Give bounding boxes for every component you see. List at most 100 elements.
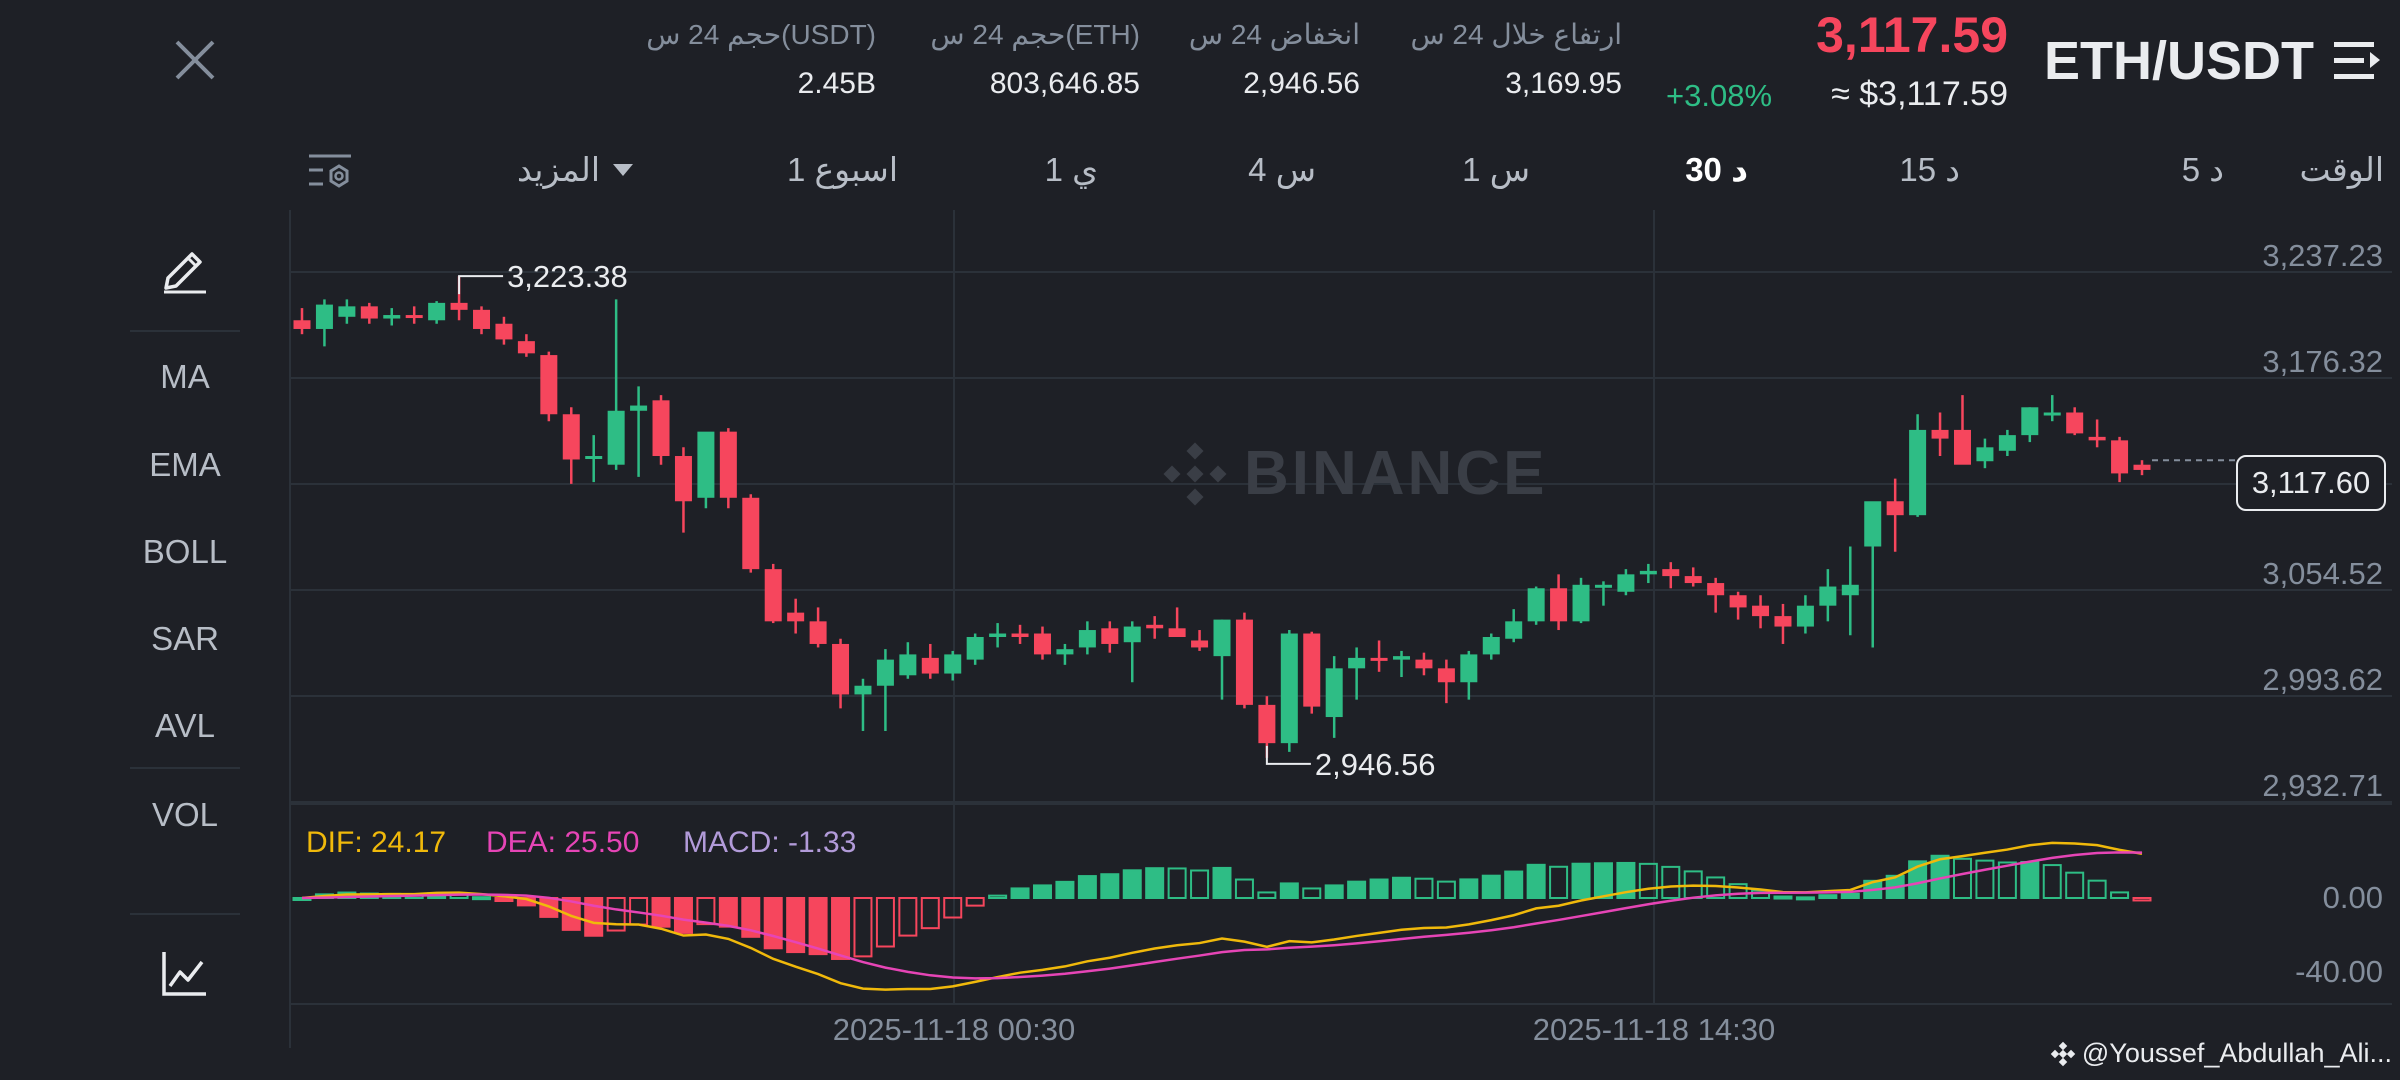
tab-1w[interactable]: 1 اسبوع [786,151,898,188]
dif-label: DIF: 24.17 [306,826,446,859]
candle-body [1796,605,1814,627]
candle-body [944,654,962,674]
dif-line [301,841,2143,991]
candle-body [674,456,692,502]
watermark-text: BINANCE [1244,439,1548,508]
stat-24h-volume-usdt: حجم 24 س(USDT) 2.45B [646,18,876,101]
candle-body [1393,656,1411,660]
candle-body [1909,429,1927,516]
macd-histogram-bar [472,896,492,901]
candle-body [1348,657,1366,669]
stat-value: 803,646.85 [989,67,1140,100]
high-marker-label: 3,223.38 [507,259,628,294]
candle-body [1123,626,1141,643]
candle-body [2088,436,2106,441]
candle-body [1707,583,1725,596]
macd-histogram-bar [898,897,918,937]
macd-histogram-bar [1997,861,2017,900]
macd-histogram-bar [673,897,693,934]
candle-body [1729,595,1747,608]
pair-menu-icon[interactable] [2332,34,2386,88]
macd-histogram-bar [1257,891,1277,899]
indicator-boll[interactable]: BOLL [142,533,228,570]
candle-body [383,315,401,319]
candle-body [450,302,468,310]
y-axis-label: 3,176.32 [2262,344,2383,379]
macd-histogram-bar [1100,873,1120,899]
stat-24h-low: انخفاض 24 س 2,946.56 [1189,18,1360,101]
draw-tool-icon[interactable] [160,242,210,294]
macd-histogram-bar [965,897,985,907]
macd-histogram-bar [1593,862,1613,899]
candle-body [697,431,715,498]
macd-y-axis-label: -40.00 [2295,954,2383,989]
macd-histogram-bar [988,894,1008,899]
candle-body [1325,668,1343,718]
trading-pair[interactable]: ETH/USDT [2044,31,2314,91]
macd-histogram-bar [1549,865,1569,899]
candle-body [809,621,827,644]
candle-body [2066,412,2084,434]
macd-histogram-bar [1324,884,1344,900]
candle-body [405,315,423,319]
indicator-ma[interactable]: MA [160,358,210,395]
macd-histogram-bar [1302,887,1322,900]
candle-body [1258,704,1276,744]
tab-30m[interactable]: 30 د [1685,151,1748,188]
macd-histogram-bar [808,897,828,956]
macd-histogram-bar [1616,861,1636,899]
macd-histogram-bar [786,897,806,954]
candle-body [1370,657,1388,661]
close-icon[interactable] [165,30,225,90]
macd-histogram-bar [1795,896,1815,901]
credit-text: @Youssef_Abdullah_Ali... [2081,1038,2392,1068]
tab-1h[interactable]: 1 س [1462,151,1530,188]
candle-body [1011,633,1029,638]
tab-15m[interactable]: 15 د [1899,151,1960,188]
more-dropdown[interactable]: المزيد [517,150,634,189]
last-price-tag[interactable]: 3,117.60 [2236,455,2386,511]
candle-body [1774,616,1792,627]
y-axis-label: 3,237.23 [2262,238,2383,273]
candle-body [1056,649,1074,655]
candle-body [1639,570,1657,575]
macd-histogram-bar [1234,878,1254,900]
candle-body [1953,429,1971,465]
candle-body [1864,501,1882,547]
candle-body [338,306,356,317]
candle-body [1303,633,1321,707]
macd-histogram-bar [875,897,895,948]
tab-5m[interactable]: 5 د [2181,151,2224,188]
stat-label: انخفاض 24 س [1188,19,1360,50]
macd-histogram-bar [1526,863,1546,899]
candle-body [2111,440,2129,474]
tab-time[interactable]: الوقت [2299,151,2384,188]
candle-body [989,633,1007,638]
y-axis-label: 2,993.62 [2262,662,2383,697]
tab-1d[interactable]: 1 ي [1044,151,1098,188]
price-change: +3.08% [1666,78,1773,113]
candle-body [1752,605,1770,617]
macd-histogram-bar [1818,894,1838,899]
indicator-avl[interactable]: AVL [155,707,215,744]
tab-4h[interactable]: 4 س [1248,151,1316,188]
stat-value: 2,946.56 [1243,67,1360,100]
stat-24h-high: ارتفاع خلال 24 س 3,169.95 [1410,18,1622,101]
candle-body [1684,576,1702,584]
indicator-vol[interactable]: VOL [151,796,219,833]
more-label: المزيد [516,151,600,188]
candle-body [1819,586,1837,606]
macd-histogram-bar [494,897,514,903]
candle-body [1550,588,1568,622]
macd-histogram-bar [1212,866,1232,899]
macd-histogram-bar [1167,867,1187,899]
indicator-sar[interactable]: SAR [151,620,219,657]
indicator-ema[interactable]: EMA [149,446,221,483]
indicators-icon[interactable] [160,948,210,998]
candle-body [1482,637,1500,655]
candle-body [1594,584,1612,588]
candle-body [1527,588,1545,622]
credit: @Youssef_Abdullah_Ali... [2050,1038,2392,1069]
chart-settings-icon[interactable] [305,150,355,196]
